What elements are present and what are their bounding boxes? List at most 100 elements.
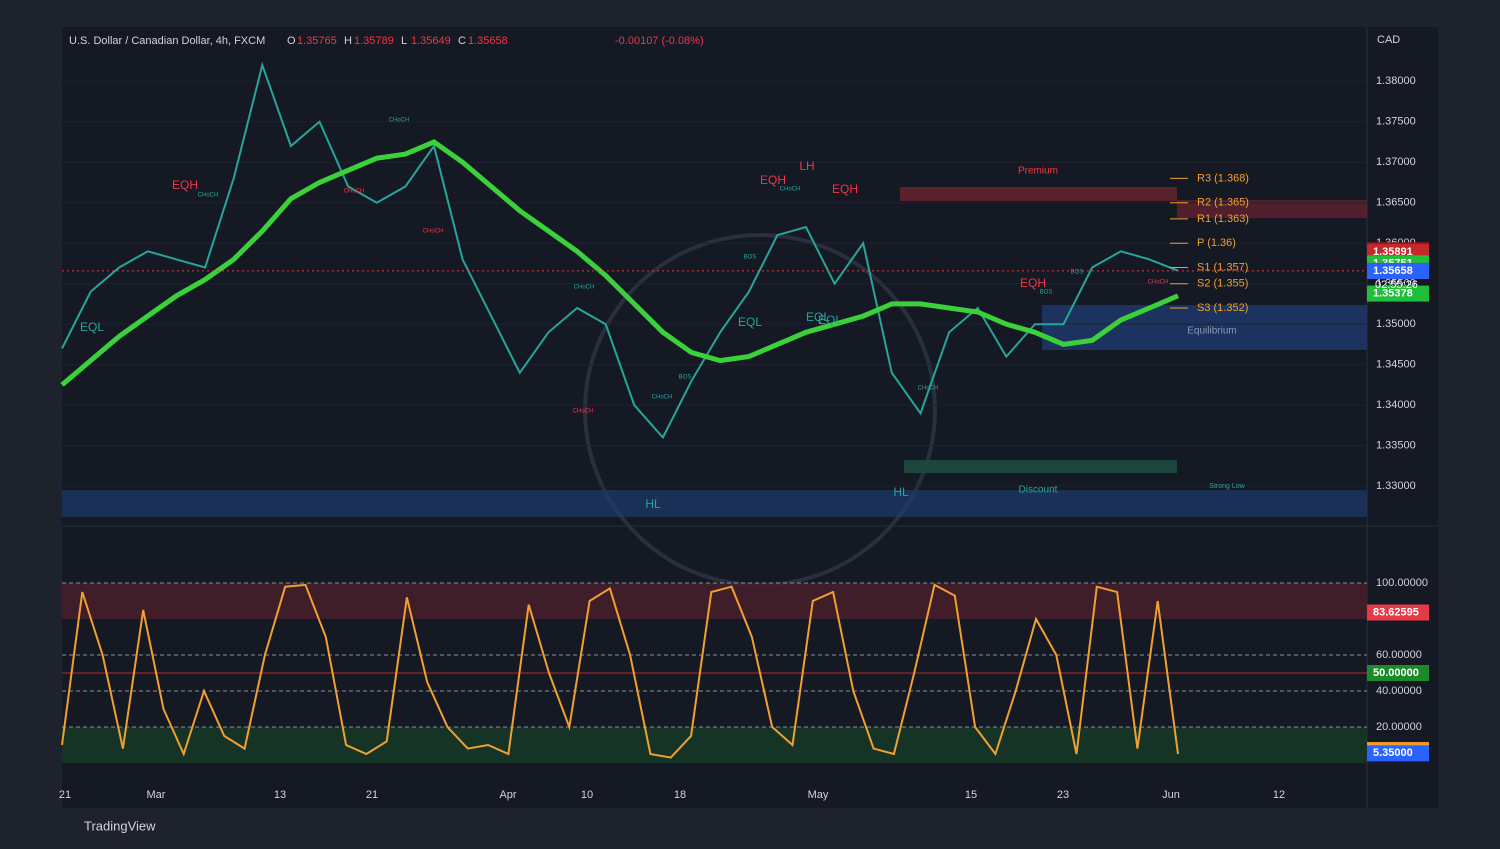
ohlc-value: 1.35649 xyxy=(411,35,451,47)
pivot-label: S3 (1.352) xyxy=(1197,302,1248,314)
y-tick-label: 1.36500 xyxy=(1376,197,1416,209)
tag-label: 1.35378 xyxy=(1373,287,1413,299)
y-tick-label: 1.34500 xyxy=(1376,359,1416,371)
ohlc-key: L xyxy=(401,35,407,47)
currency: CAD xyxy=(1377,34,1400,46)
brand: TradingView xyxy=(84,818,156,833)
x-tick-label: 15 xyxy=(965,789,977,801)
x-tick-label: 23 xyxy=(1057,789,1069,801)
price-tag: 1.35378 xyxy=(1367,285,1429,302)
symbol: U.S. Dollar / Canadian Dollar, 4h, FXCM xyxy=(69,35,265,47)
tag-label: 83.62595 xyxy=(1373,606,1419,618)
tag-box xyxy=(1367,262,1429,279)
tag-box xyxy=(1367,285,1429,302)
countdown: 02:55:26 xyxy=(1375,279,1418,291)
annotation: LH xyxy=(799,159,814,173)
pivot-label: S1 (1.357) xyxy=(1197,261,1248,273)
annotation: Discount xyxy=(1019,485,1058,496)
y-tick-label: 1.37500 xyxy=(1376,116,1416,128)
x-tick-label: 21 xyxy=(366,789,378,801)
tag-label: 1.35891 xyxy=(1373,246,1413,258)
annotation: CHoCH xyxy=(423,229,444,235)
y-tick-label: 1.35000 xyxy=(1376,318,1416,330)
annotation: CHoCH xyxy=(574,285,595,291)
y-tick-label: 1.33000 xyxy=(1376,480,1416,492)
ohlc-key: C xyxy=(458,35,466,47)
annotation: CHoCH xyxy=(344,189,365,195)
annotation: EQL xyxy=(80,320,104,334)
x-tick-label: 10 xyxy=(581,789,593,801)
series-line xyxy=(61,583,1179,759)
pivot-label: R1 (1.363) xyxy=(1197,213,1249,225)
series-line xyxy=(60,139,1179,387)
annotation: BOS xyxy=(1071,270,1084,276)
tag-box xyxy=(1367,604,1429,621)
y-tick-label: 60.00000 xyxy=(1376,649,1422,661)
annotation: BOS xyxy=(744,255,757,261)
pivot-label: S2 (1.355) xyxy=(1197,278,1248,290)
x-tick-label: 12 xyxy=(1273,789,1285,801)
annotation: EQH xyxy=(760,173,786,187)
y-tick-label: 1.34000 xyxy=(1376,399,1416,411)
annotation: BOS xyxy=(679,375,692,381)
annotation: CHoCH xyxy=(1148,280,1169,286)
x-tick-label: Apr xyxy=(499,789,516,801)
annotation: EQH xyxy=(172,178,198,192)
zone xyxy=(900,187,1177,201)
zone xyxy=(1177,200,1367,218)
change: -0.00107 (-0.08%) xyxy=(615,35,704,47)
overbought-band xyxy=(62,583,1367,619)
annotation: Equilibrium xyxy=(1187,326,1236,337)
annotation: EQL xyxy=(818,313,842,327)
y-tick-label: 100.00000 xyxy=(1376,577,1428,589)
chart-bg xyxy=(62,27,1438,808)
price-tag: 5.35000 xyxy=(1367,745,1429,762)
annotation: EQH xyxy=(1020,276,1046,290)
y-tick-label: 1.37000 xyxy=(1376,156,1416,168)
tag-label: 50.00000 xyxy=(1373,667,1419,679)
x-tick-label: Jun xyxy=(1162,789,1180,801)
zone xyxy=(62,490,1367,517)
x-tick-label: Mar xyxy=(147,789,166,801)
annotation: CHoCH xyxy=(573,409,594,415)
x-tick-label: 18 xyxy=(674,789,686,801)
price-tag: 1.35658 xyxy=(1367,262,1429,279)
zone xyxy=(1042,305,1367,350)
annotation: CHoCH xyxy=(389,118,410,124)
price-tag: 83.62595 xyxy=(1367,604,1429,621)
y-tick-label: 20.00000 xyxy=(1376,721,1422,733)
y-tick-label: 40.00000 xyxy=(1376,685,1422,697)
tag-box xyxy=(1367,665,1429,681)
annotation: EQL xyxy=(738,315,762,329)
ohlc-key: H xyxy=(344,35,352,47)
annotation: EQL xyxy=(806,310,830,324)
annotation: CHoCH xyxy=(918,386,939,392)
annotation: BOS xyxy=(1040,290,1053,296)
annotation: CHoCH xyxy=(198,193,219,199)
annotation: HL xyxy=(893,485,909,499)
y-tick-label: 1.33500 xyxy=(1376,440,1416,452)
ohlc-value: 1.35658 xyxy=(468,35,508,47)
ohlc-value: 1.35765 xyxy=(297,35,337,47)
annotation: CHoCH xyxy=(652,395,673,401)
zone xyxy=(904,460,1177,473)
annotation: Strong Low xyxy=(1209,483,1245,490)
pivot-label: R3 (1.368) xyxy=(1197,172,1249,184)
x-tick-label: 21 xyxy=(59,789,71,801)
annotation: EQH xyxy=(832,182,858,196)
annotation: CHoCH xyxy=(780,187,801,193)
pivot-label: P (1.36) xyxy=(1197,237,1236,249)
header: U.S. Dollar / Canadian Dollar, 4h, FXCM … xyxy=(69,34,1400,47)
pivot-label: R2 (1.365) xyxy=(1197,197,1249,209)
ohlc-key: O xyxy=(287,35,296,47)
tag-label: 1.35658 xyxy=(1373,265,1413,277)
price-tag: 50.00000 xyxy=(1367,665,1429,681)
annotation: HL xyxy=(645,497,661,511)
series-line xyxy=(61,61,1179,440)
y-tick-label: 1.38000 xyxy=(1376,75,1416,87)
tag-label: 5.35000 xyxy=(1373,747,1413,759)
annotation: Premium xyxy=(1018,166,1058,177)
x-tick-label: May xyxy=(808,789,829,801)
